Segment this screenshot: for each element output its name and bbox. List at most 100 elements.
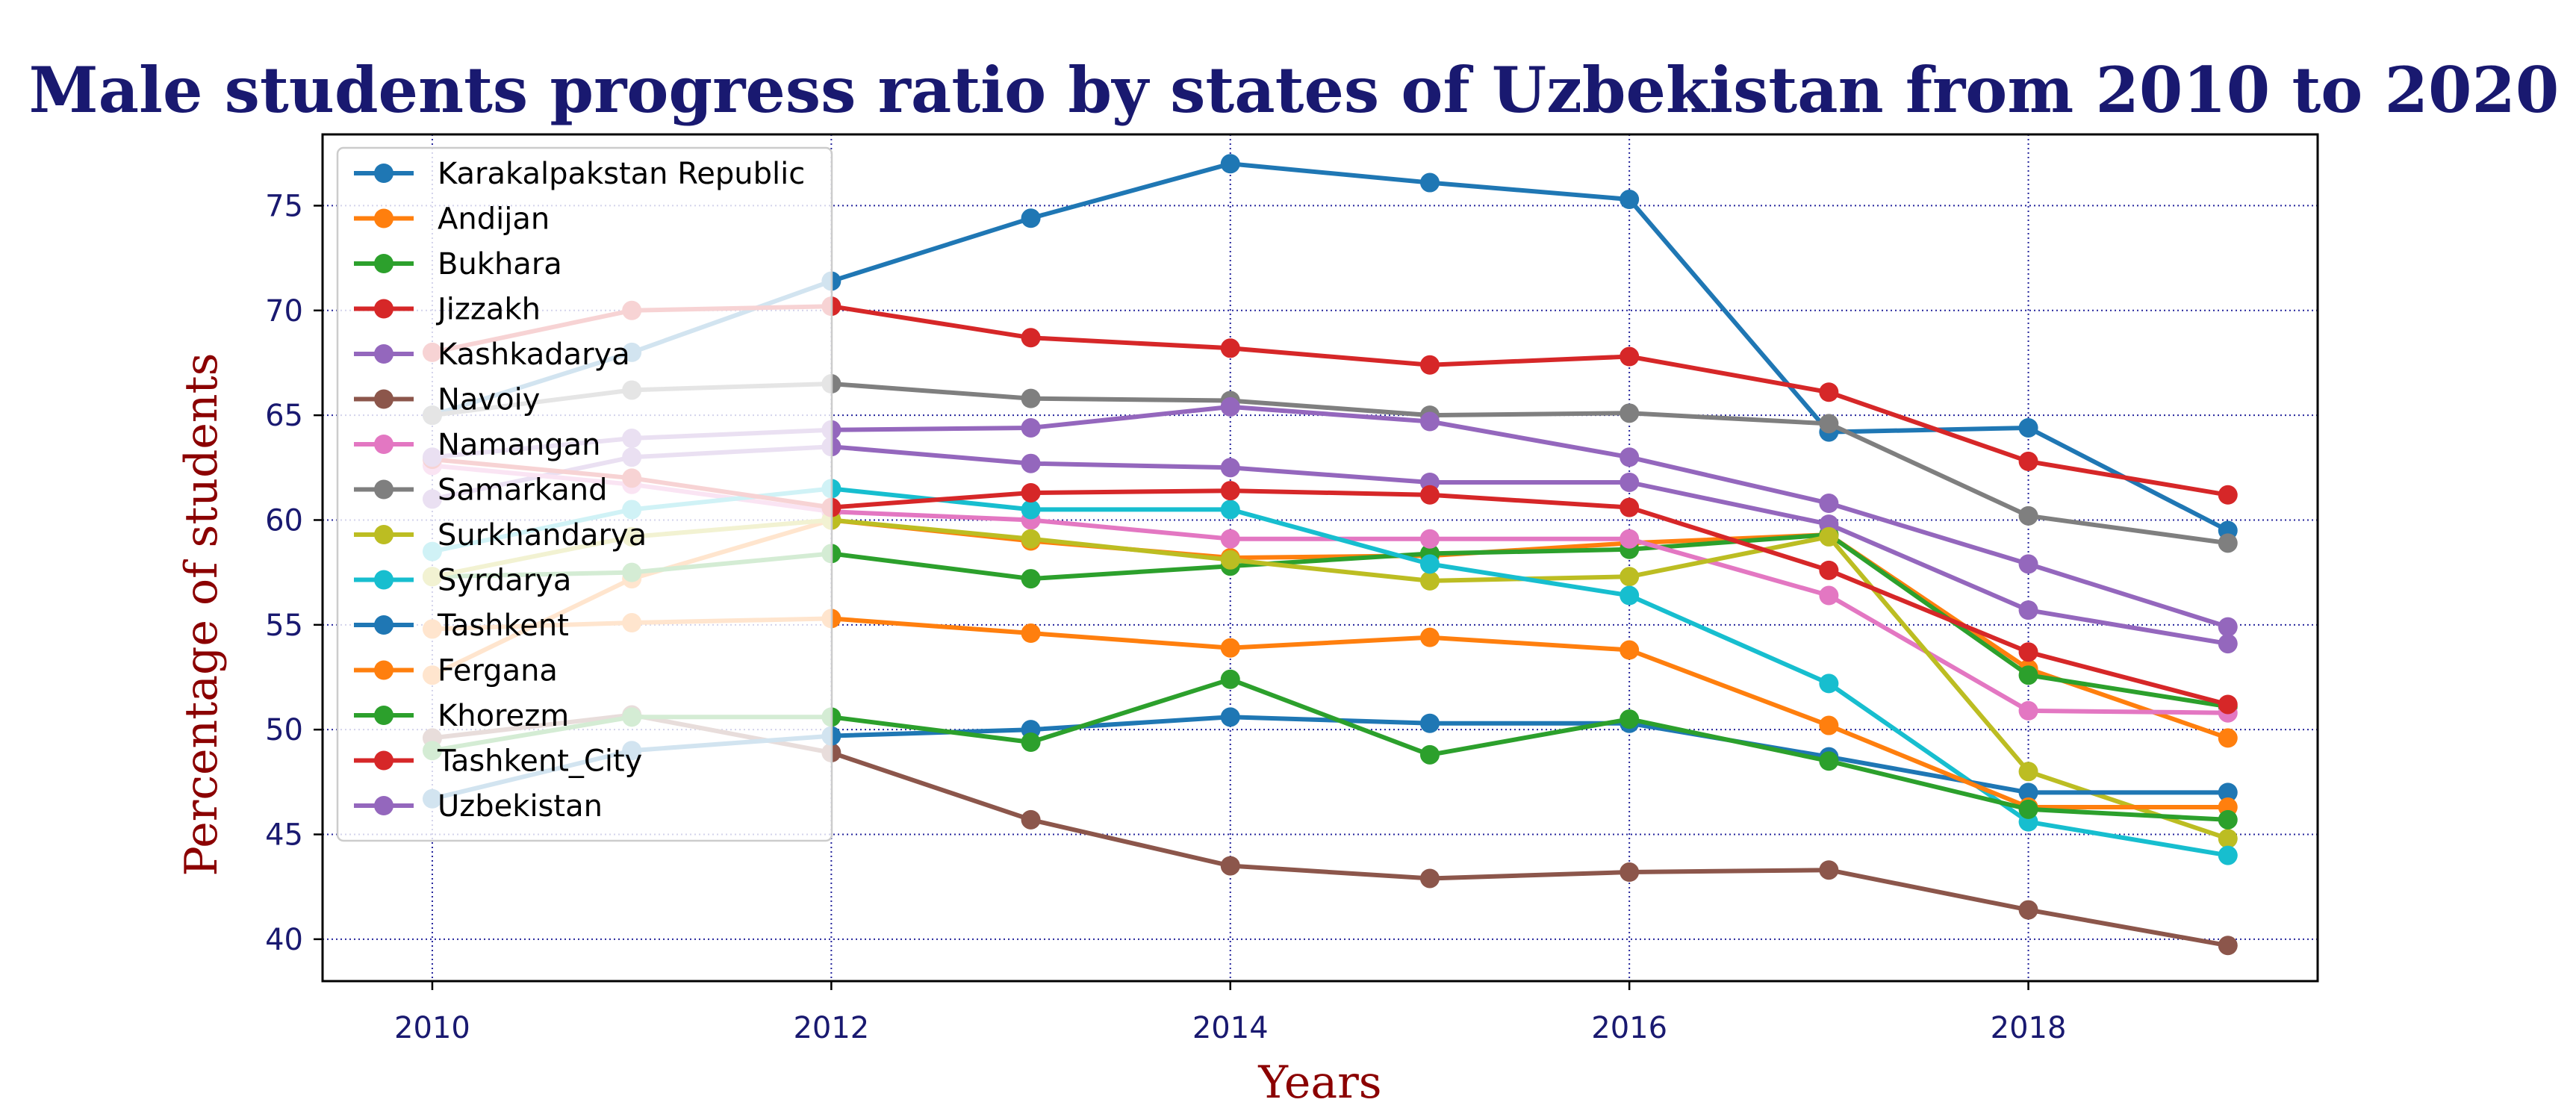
data-point (1620, 529, 1640, 549)
legend-item: Karakalpakstan Republic (354, 157, 805, 191)
data-point (1819, 673, 1839, 694)
data-point (1220, 638, 1240, 658)
legend-item: Namangan (354, 428, 601, 462)
data-point (1021, 388, 1041, 408)
x-tick-label: 2010 (394, 1011, 470, 1045)
legend-label: Andijan (438, 202, 550, 237)
data-point (1819, 382, 1839, 402)
data-point (1021, 569, 1041, 589)
data-point (1220, 338, 1240, 358)
legend-label: Uzbekistan (438, 789, 603, 824)
legend-swatch-marker (374, 208, 393, 228)
data-point (2018, 451, 2038, 471)
legend-box (336, 146, 833, 842)
data-point (1021, 500, 1041, 520)
data-point (1620, 190, 1640, 210)
axes: 2010 2012 2014 2016 2018 40 45 50 55 60 65 70 75 (265, 133, 2319, 1045)
data-point (2218, 694, 2238, 715)
data-point (1620, 497, 1640, 517)
data-point (2018, 554, 2038, 574)
legend-item: Fergana (354, 654, 558, 688)
data-point (1819, 526, 1839, 547)
data-point (1419, 529, 1440, 549)
data-point (1220, 669, 1240, 689)
legend-swatch-marker (374, 389, 393, 409)
data-point (1220, 396, 1240, 417)
legend-item: Andijan (354, 202, 550, 237)
legend-swatch-marker (374, 479, 393, 500)
legend-label: Surkhandarya (438, 518, 647, 553)
data-point (2018, 783, 2038, 803)
legend-label: Namangan (438, 428, 601, 462)
data-point (1419, 355, 1440, 375)
legend-item: Samarkand (354, 473, 608, 508)
legend-item: Bukhara (354, 247, 562, 281)
legend-label: Bukhara (438, 247, 562, 281)
data-point (2218, 845, 2238, 865)
data-point (1819, 715, 1839, 735)
legend-label: Tashkent_City (437, 744, 642, 779)
legend-label: Khorezm (438, 699, 569, 733)
legend-swatch-marker (374, 570, 393, 590)
data-point (1419, 868, 1440, 889)
data-point (1620, 640, 1640, 660)
data-point (1021, 482, 1041, 503)
data-point (1220, 458, 1240, 478)
legend-swatch-marker (374, 750, 393, 771)
data-point (1220, 154, 1240, 174)
data-point (1220, 856, 1240, 876)
data-point (1021, 208, 1041, 228)
data-point (1419, 411, 1440, 432)
data-point (2218, 783, 2238, 803)
data-point (1220, 550, 1240, 570)
data-point (1220, 481, 1240, 501)
legend-label: Syrdarya (438, 564, 571, 598)
data-point (1620, 585, 1640, 606)
legend-label: Fergana (438, 654, 558, 688)
y-tick-label: 55 (265, 609, 303, 643)
data-point (2218, 728, 2238, 748)
data-point (1620, 472, 1640, 492)
legend-item: Jizzakh (354, 293, 541, 327)
y-tick-label: 45 (265, 818, 303, 853)
legend-item: Uzbekistan (354, 789, 603, 824)
data-point (1620, 346, 1640, 367)
data-point (2018, 600, 2038, 620)
legend-swatch-marker (374, 164, 393, 183)
y-tick-label: 75 (265, 189, 303, 223)
data-point (1620, 567, 1640, 587)
legend-item: Syrdarya (354, 564, 571, 598)
data-point (1819, 585, 1839, 606)
legend-swatch-marker (374, 660, 393, 680)
x-tick-label: 2016 (1591, 1011, 1667, 1045)
legend-swatch-marker (374, 344, 393, 364)
legend-item: Navoiy (354, 383, 540, 417)
data-point (2018, 700, 2038, 721)
legend-item: Tashkent (354, 609, 569, 643)
legend-swatch-marker (374, 706, 393, 725)
y-tick-label: 50 (265, 713, 303, 747)
data-point (2018, 505, 2038, 526)
legend-label: Navoiy (438, 383, 540, 417)
x-tick-label: 2014 (1192, 1011, 1269, 1045)
data-point (1819, 494, 1839, 514)
data-point (1620, 403, 1640, 423)
data-point (1419, 570, 1440, 591)
legend-label: Tashkent (437, 609, 569, 643)
legend-item: Tashkent_City (354, 744, 642, 779)
data-point (2018, 417, 2038, 438)
data-point (2018, 762, 2038, 782)
data-point (1819, 860, 1839, 880)
legend-swatch-marker (374, 254, 393, 273)
legend-swatch-marker (374, 299, 393, 319)
data-point (1021, 809, 1041, 830)
data-point (1419, 172, 1440, 193)
data-point (2218, 809, 2238, 830)
data-point (1620, 709, 1640, 729)
x-tick-label: 2012 (793, 1011, 869, 1045)
legend-item: Khorezm (354, 699, 569, 733)
legend-swatch-marker (374, 525, 393, 544)
data-point (2218, 617, 2238, 637)
data-point (1819, 414, 1839, 434)
